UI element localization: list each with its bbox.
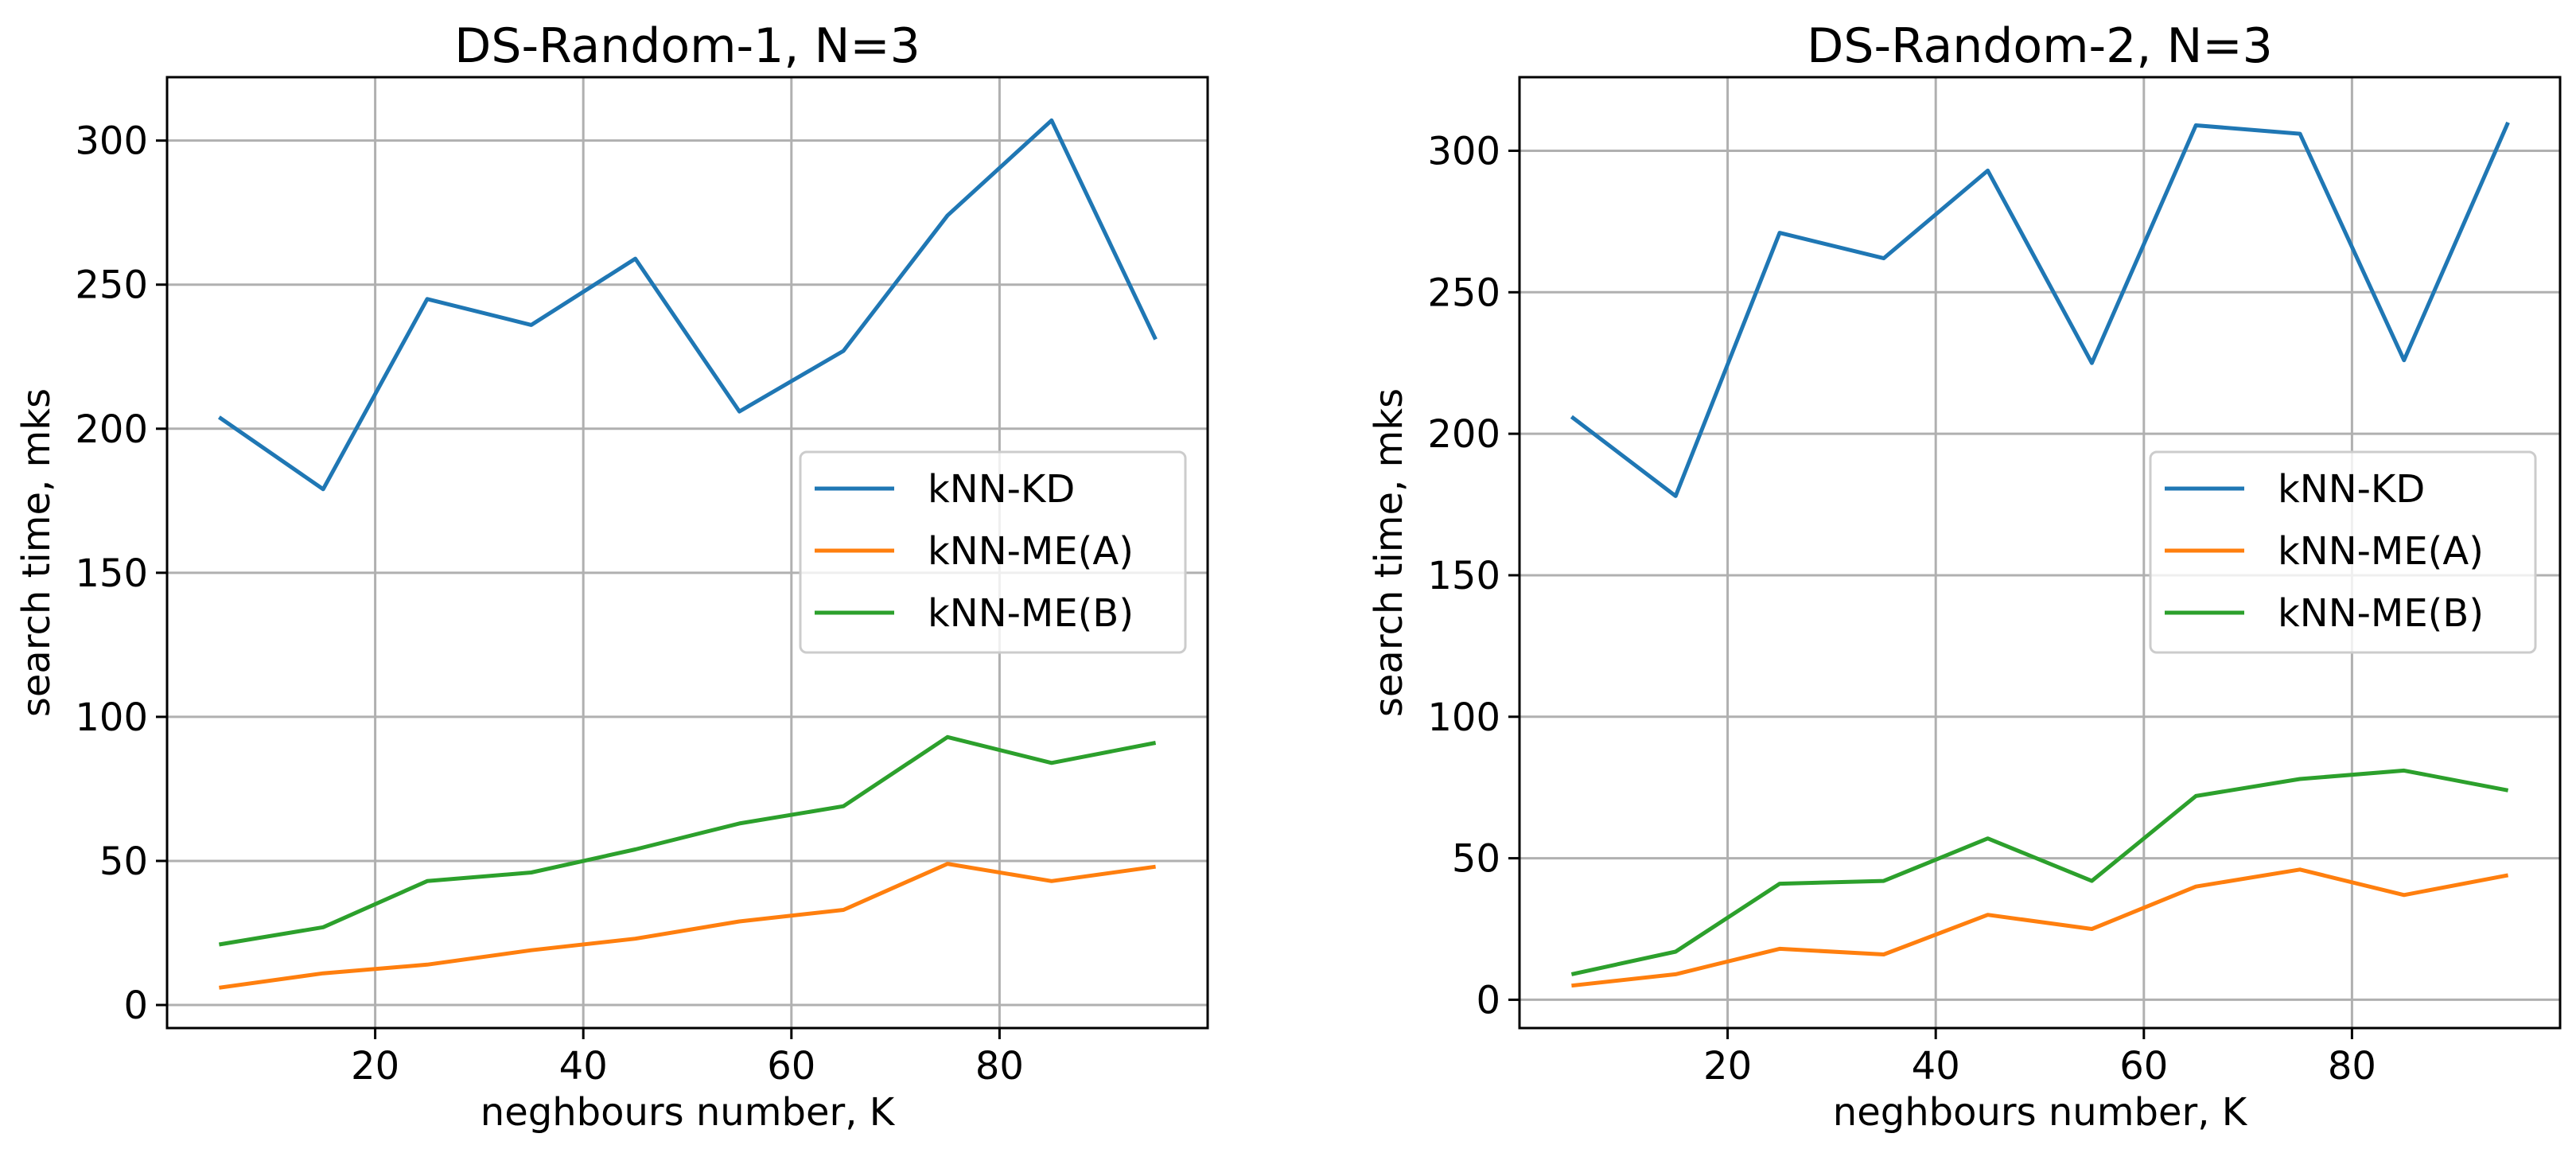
chart-ds-random-2: 20 40 60 80 0 50 100 150 200 250 300 DS-Random-2, N…: [1367, 18, 2562, 1135]
x-tick-label: 80: [2328, 1044, 2376, 1089]
series-line-knn-kd: [217, 118, 1158, 492]
y-tick-label: 50: [99, 839, 148, 884]
series-line-knn-me-b-: [1570, 768, 2509, 976]
chart-ds-random-1: 20 40 60 80 0 50 100 150 200 250 300 DS-Random-1, N…: [14, 18, 1209, 1135]
legend-label: kNN-KD: [2278, 467, 2425, 512]
legend: kNN-KD kNN-ME(A) kNN-ME(B): [2149, 450, 2537, 654]
series-line-knn-me-b-: [218, 734, 1157, 947]
x-tick-label: 40: [1912, 1044, 1960, 1089]
y-axis-label: search time, mks: [1367, 388, 1411, 717]
y-tick-label: 250: [75, 263, 148, 308]
x-tick-label: 40: [559, 1044, 608, 1089]
series-line-knn-me-a-: [219, 862, 1156, 990]
x-tick-label: 20: [351, 1044, 399, 1089]
legend-box: [2149, 450, 2537, 654]
x-tick-label: 80: [975, 1044, 1024, 1089]
legend-label: kNN-ME(B): [928, 591, 1134, 636]
legend-label: kNN-ME(A): [928, 529, 1134, 574]
y-tick-label: 300: [75, 119, 148, 164]
chart-title: DS-Random-1, N=3: [454, 18, 920, 74]
y-tick-label: 150: [1427, 554, 1500, 598]
y-tick-label: 0: [1476, 978, 1500, 1022]
legend-label: kNN-ME(B): [2278, 591, 2484, 636]
legend-box: [799, 450, 1187, 654]
y-tick-label: 100: [1427, 695, 1500, 740]
y-tick-label: 0: [123, 983, 148, 1028]
x-tick-label: 60: [2119, 1044, 2168, 1089]
legend-label: kNN-KD: [928, 467, 1075, 512]
x-tick-label: 20: [1703, 1044, 1752, 1089]
legend-label: kNN-ME(A): [2278, 529, 2484, 574]
axes-frame: [1518, 76, 2562, 1030]
series-line-knn-kd: [1570, 121, 2510, 498]
series-line-knn-me-a-: [1571, 867, 2509, 988]
y-tick-label: 150: [75, 551, 148, 596]
y-tick-label: 250: [1427, 271, 1500, 315]
chart-title: DS-Random-2, N=3: [1807, 18, 2273, 74]
y-tick-label: 200: [1427, 412, 1500, 457]
y-tick-label: 300: [1427, 129, 1500, 173]
y-tick-label: 200: [75, 407, 148, 452]
y-tick-label: 50: [1452, 837, 1500, 882]
y-axis-label: search time, mks: [14, 388, 59, 717]
x-axis-label: neghbours number, K: [1833, 1090, 2248, 1135]
x-tick-label: 60: [767, 1044, 815, 1089]
legend: kNN-KD kNN-ME(A) kNN-ME(B): [799, 450, 1187, 654]
y-tick-label: 100: [75, 695, 148, 740]
axes-frame: [165, 76, 1209, 1030]
x-axis-label: neghbours number, K: [481, 1090, 896, 1135]
